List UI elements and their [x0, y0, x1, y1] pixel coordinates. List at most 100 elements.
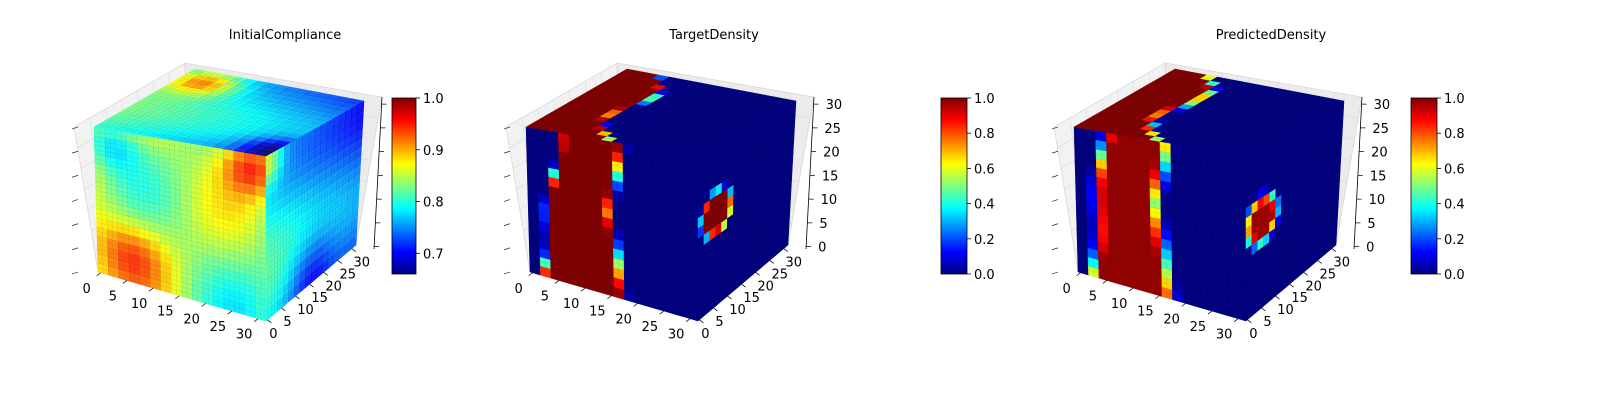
left-tick	[503, 199, 511, 202]
z-tick-label: 15	[822, 169, 839, 184]
y-tick	[741, 283, 746, 288]
left-tick	[71, 247, 79, 251]
x-tick-label: 20	[183, 312, 200, 327]
x-tick	[1207, 310, 1213, 315]
z-tick-label: 20	[1371, 146, 1388, 161]
left-tick	[1051, 223, 1059, 226]
x-tick-label: 10	[1111, 297, 1128, 312]
left-tick	[503, 247, 511, 251]
x-tick	[148, 287, 154, 292]
x-tick-label: 5	[1089, 289, 1097, 304]
panel-title: PredictedDensity	[1216, 28, 1327, 43]
x-tick-label: 30	[236, 328, 253, 343]
left-tick	[503, 271, 511, 275]
cube-face-side	[265, 100, 365, 322]
colorbar: 0.0 0.2 0.4 0.6 0.8 1.0	[940, 92, 995, 283]
x-tick-label: 10	[563, 297, 580, 312]
colorbar-tick-label: 1.0	[974, 92, 995, 107]
x-tick-label: 5	[109, 289, 117, 304]
left-tick	[1051, 271, 1059, 275]
x-tick	[96, 272, 101, 277]
x-tick-label: 15	[589, 305, 606, 320]
x-tick	[580, 287, 586, 292]
y-tick-label: 0	[1249, 327, 1257, 342]
panel-title: TargetDensity	[668, 28, 759, 43]
cube-face-top	[93, 68, 365, 157]
z-tick-label: 15	[1370, 169, 1387, 184]
z-tick-label: 25	[824, 122, 841, 137]
left-tick	[1051, 150, 1059, 154]
colorbar-tick-label: 0.7	[423, 247, 444, 262]
colorbar-gradient	[391, 97, 417, 275]
left-tick	[71, 223, 79, 226]
left-tick	[503, 223, 511, 226]
colorbar-tick-label: 0.2	[974, 233, 995, 248]
colorbar-tick-label: 1.0	[1444, 92, 1465, 107]
y-tick	[769, 260, 774, 264]
z-tick-label: 30	[826, 98, 843, 113]
colorbar-tick-label: 0.0	[1444, 268, 1465, 283]
x-tick	[122, 280, 128, 284]
y-tick-label: 5	[283, 315, 291, 330]
y-tick	[1317, 260, 1322, 264]
y-tick-label: 30	[1334, 256, 1351, 271]
x-tick	[227, 310, 233, 315]
y-tick	[323, 272, 328, 276]
y-tick	[727, 295, 732, 300]
x-tick	[607, 295, 612, 300]
x-tick-label: 25	[1190, 320, 1207, 335]
z-tick-label: 20	[823, 146, 840, 161]
x-tick	[201, 303, 206, 307]
x-tick	[685, 318, 691, 322]
z-tick-label: 0	[1366, 241, 1374, 256]
y-tick	[713, 307, 718, 312]
colorbar-tick-label: 0.8	[423, 196, 444, 211]
x-tick	[1102, 280, 1108, 284]
y-tick	[699, 319, 704, 324]
x-tick	[633, 303, 638, 307]
y-tick	[755, 272, 760, 276]
y-tick-label: 5	[1263, 315, 1271, 330]
left-tick	[1051, 247, 1059, 251]
y-tick	[783, 248, 788, 252]
y-tick	[1275, 295, 1280, 300]
colorbar-gradient	[1410, 97, 1438, 275]
left-tick	[1051, 199, 1059, 202]
x-tick-label: 20	[1163, 312, 1180, 327]
x-tick-label: 0	[514, 282, 522, 297]
y-tick	[1247, 319, 1252, 324]
x-tick	[1233, 318, 1239, 322]
z-tick-label: 5	[819, 217, 827, 232]
colorbar-tick-label: 0.8	[974, 127, 995, 142]
colorbar: 0.7 0.8 0.9 1.0	[391, 92, 444, 275]
x-tick	[253, 318, 259, 322]
x-tick	[528, 272, 533, 277]
x-tick-label: 15	[157, 305, 174, 320]
y-tick	[295, 295, 300, 300]
x-tick	[175, 295, 180, 300]
x-tick-label: 5	[541, 289, 549, 304]
y-tick	[337, 260, 342, 264]
z-tick-label: 30	[1374, 98, 1391, 113]
panel-title: InitialCompliance	[229, 28, 342, 43]
left-tick	[503, 175, 511, 178]
colorbar: 0.0 0.2 0.4 0.6 0.8 1.0	[1410, 92, 1465, 283]
y-tick	[1261, 307, 1266, 312]
left-tick	[503, 150, 511, 154]
z-tick-label: 0	[818, 241, 826, 256]
x-tick-label: 25	[642, 320, 659, 335]
x-tick	[659, 310, 665, 315]
x-tick-label: 30	[1216, 328, 1233, 343]
colorbar-tick-label: 0.0	[974, 268, 995, 283]
y-tick	[281, 307, 286, 312]
x-tick-label: 0	[82, 282, 90, 297]
y-tick-label: 5	[715, 315, 723, 330]
x-tick-label: 10	[131, 297, 148, 312]
y-tick-label: 0	[701, 327, 709, 342]
